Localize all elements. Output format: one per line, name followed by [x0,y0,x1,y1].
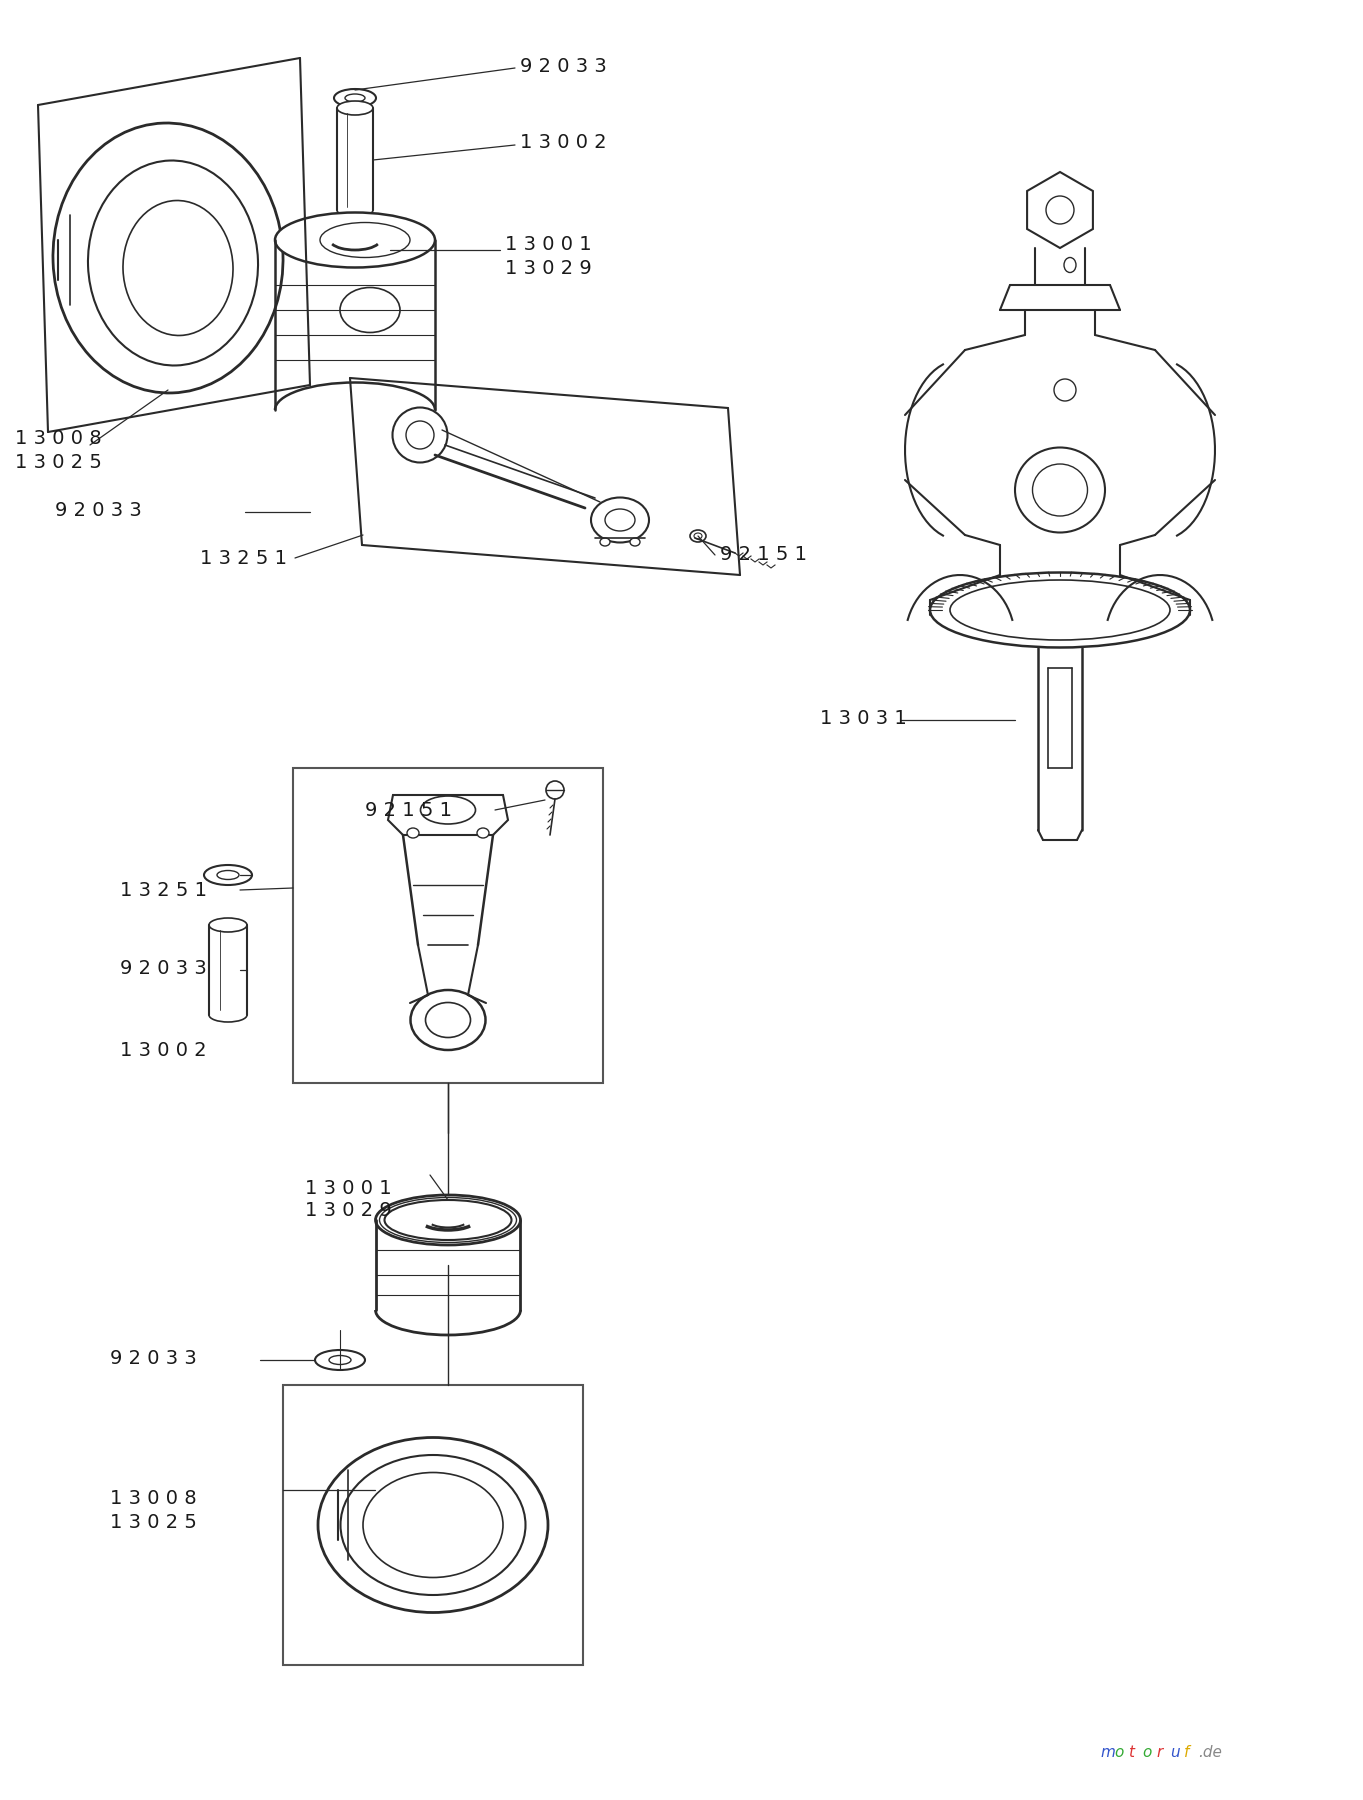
Text: 1 3 0 0 2: 1 3 0 0 2 [120,1040,207,1060]
Ellipse shape [315,1350,365,1370]
Text: 9 2 1 5 1: 9 2 1 5 1 [365,801,453,819]
Ellipse shape [477,828,489,839]
Text: o: o [1142,1744,1152,1760]
Text: o: o [1114,1744,1123,1760]
Text: 1 3 0 2 9: 1 3 0 2 9 [305,1201,391,1220]
Text: 9 2 1 5 1: 9 2 1 5 1 [720,545,807,565]
Ellipse shape [337,101,373,115]
Ellipse shape [690,529,706,542]
Ellipse shape [393,407,447,463]
Text: 1 3 0 0 2: 1 3 0 0 2 [521,133,607,153]
Text: 9 2 0 3 3: 9 2 0 3 3 [521,56,607,76]
Ellipse shape [630,538,641,545]
Polygon shape [1028,173,1093,248]
Ellipse shape [375,1195,521,1246]
Text: 1 3 2 5 1: 1 3 2 5 1 [200,549,288,567]
Text: 1 3 0 2 5: 1 3 0 2 5 [110,1512,196,1532]
Text: f: f [1184,1744,1190,1760]
Ellipse shape [930,572,1190,648]
Ellipse shape [1015,448,1105,533]
Text: 1 3 0 2 9: 1 3 0 2 9 [506,259,592,277]
Ellipse shape [204,866,252,886]
Text: .de: .de [1198,1744,1221,1760]
Ellipse shape [334,88,376,106]
Text: 9 2 0 3 3: 9 2 0 3 3 [110,1348,196,1368]
Ellipse shape [592,497,649,542]
Text: 1 3 0 0 8: 1 3 0 0 8 [15,428,102,448]
Text: 1 3 0 0 1: 1 3 0 0 1 [506,234,592,254]
Text: 1 3 0 3 1: 1 3 0 3 1 [821,709,906,727]
Ellipse shape [410,990,485,1049]
Text: 1 3 0 0 1: 1 3 0 0 1 [305,1179,391,1197]
Ellipse shape [408,828,418,839]
Bar [284,1384,583,1665]
Text: 1 3 2 5 1: 1 3 2 5 1 [120,880,207,900]
Text: 9 2 0 3 3: 9 2 0 3 3 [55,500,142,520]
Bar [293,769,602,1084]
Ellipse shape [600,538,611,545]
Text: 1 3 0 2 5: 1 3 0 2 5 [15,452,102,472]
Text: 9 2 0 3 3: 9 2 0 3 3 [120,958,207,977]
Text: m: m [1100,1744,1115,1760]
Text: t: t [1129,1744,1134,1760]
Ellipse shape [547,781,564,799]
Text: u: u [1169,1744,1179,1760]
Ellipse shape [421,796,476,824]
Text: r: r [1156,1744,1163,1760]
Text: 1 3 0 0 8: 1 3 0 0 8 [110,1489,196,1508]
Ellipse shape [384,1201,511,1240]
Ellipse shape [209,918,247,932]
Ellipse shape [275,212,435,268]
